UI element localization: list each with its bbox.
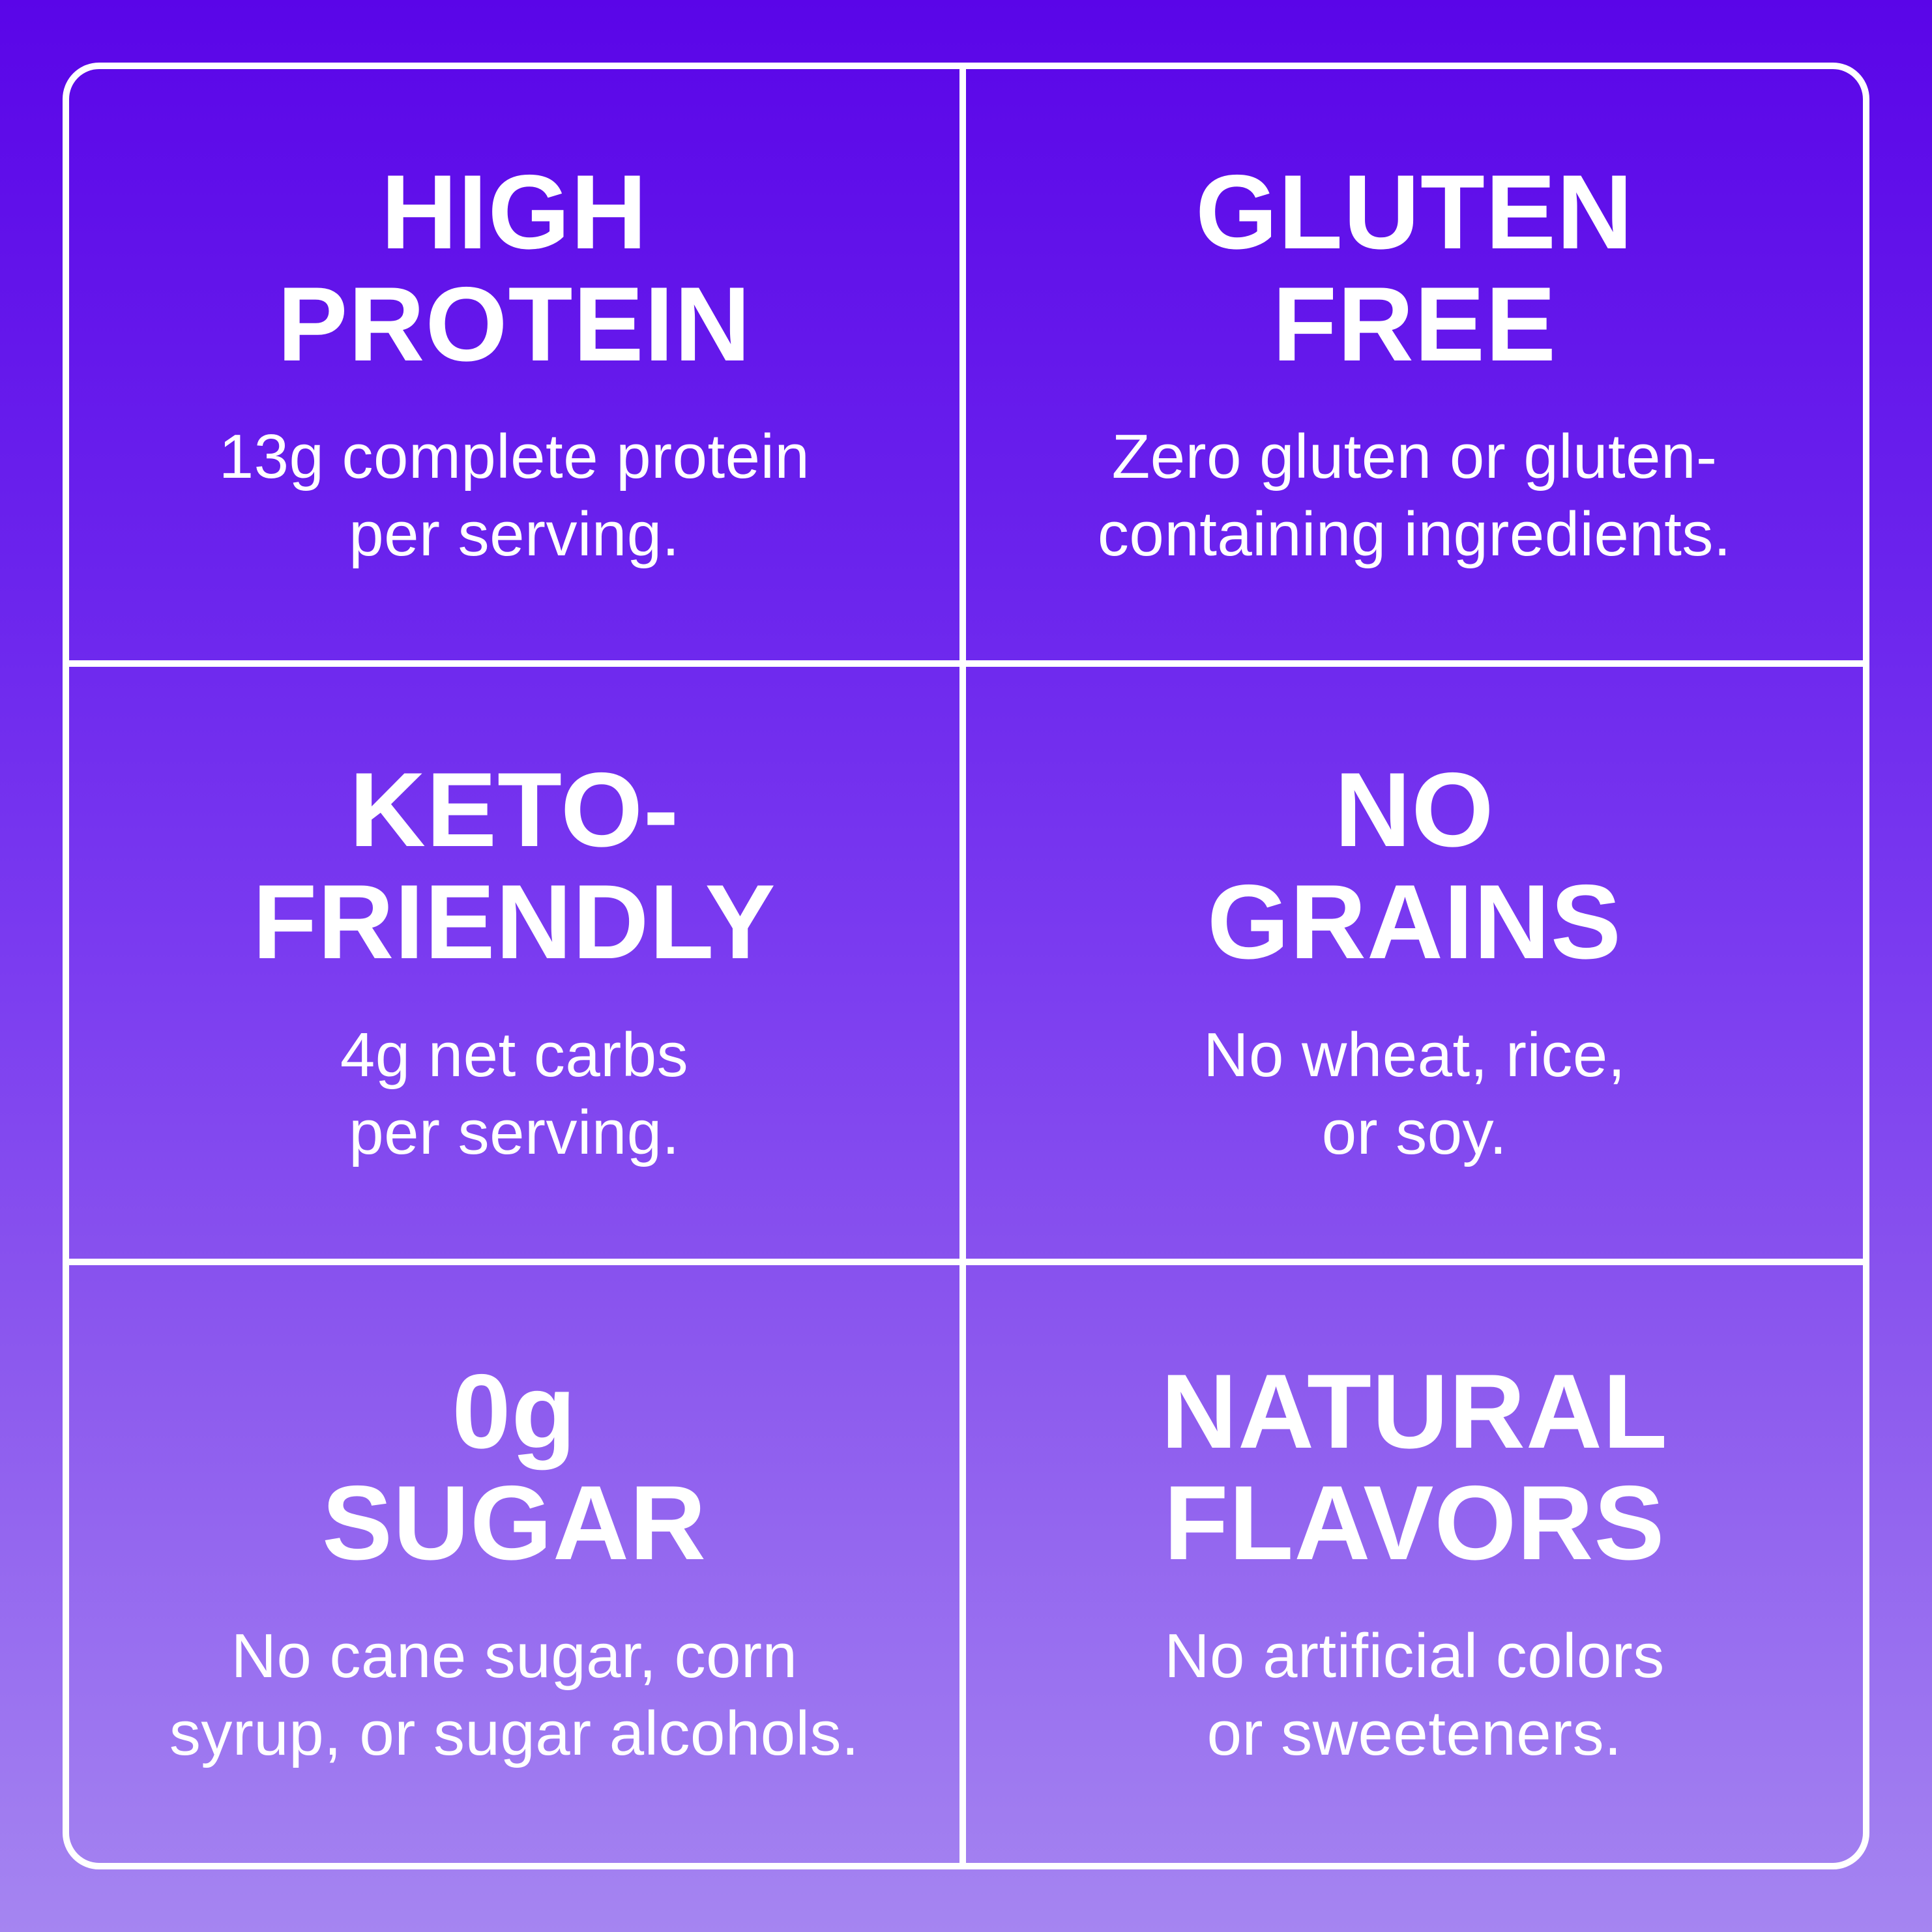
benefit-title-line: 0g [452, 1352, 577, 1471]
benefit-subtitle-line: or soy. [1321, 1097, 1508, 1167]
benefit-subtitle-line: No artificial colors [1164, 1621, 1665, 1691]
benefit-title: HIGH PROTEIN [277, 156, 751, 380]
benefit-subtitle-line: or sweeteners. [1207, 1699, 1622, 1769]
benefit-subtitle-line: 4g net carbs [340, 1019, 689, 1090]
benefit-subtitle: No wheat, rice, or soy. [1203, 1016, 1626, 1171]
benefit-title-line: NO [1334, 751, 1495, 870]
benefit-title-line: FREE [1272, 265, 1557, 383]
benefit-title-line: FLAVORS [1164, 1464, 1665, 1583]
benefit-cell-keto-friendly: KETO- FRIENDLY 4g net carbs per serving. [69, 667, 966, 1265]
benefits-grid: HIGH PROTEIN 13g complete protein per se… [63, 63, 1869, 1869]
benefit-subtitle: 4g net carbs per serving. [340, 1016, 688, 1171]
benefit-cell-high-protein: HIGH PROTEIN 13g complete protein per se… [69, 69, 966, 667]
benefit-title: GLUTEN FREE [1195, 156, 1633, 380]
benefit-subtitle-line: per serving. [349, 499, 680, 570]
benefit-subtitle: No artificial colors or sweeteners. [1164, 1617, 1665, 1772]
benefit-title-line: HIGH [381, 153, 648, 271]
benefit-title: KETO- FRIENDLY [252, 754, 776, 978]
benefit-cell-no-grains: NO GRAINS No wheat, rice, or soy. [966, 667, 1863, 1265]
benefit-title-line: PROTEIN [277, 265, 752, 383]
benefit-title: NO GRAINS [1207, 754, 1622, 978]
benefit-title: 0g SUGAR [321, 1352, 707, 1583]
benefit-subtitle-line: containing ingredients. [1097, 499, 1732, 570]
benefit-subtitle: 13g complete protein per serving. [219, 418, 810, 573]
benefit-subtitle-line: No cane sugar, corn [231, 1621, 798, 1691]
benefit-title: NATURAL FLAVORS [1161, 1352, 1668, 1583]
benefit-title-line: SUGAR [321, 1464, 707, 1583]
benefit-subtitle-line: per serving. [349, 1097, 680, 1167]
benefit-title-line: NATURAL [1161, 1352, 1668, 1471]
benefit-cell-0g-sugar: 0g SUGAR No cane sugar, corn syrup, or s… [69, 1265, 966, 1863]
benefit-cell-gluten-free: GLUTEN FREE Zero gluten or gluten- conta… [966, 69, 1863, 667]
benefit-cell-natural-flavors: NATURAL FLAVORS No artificial colors or … [966, 1265, 1863, 1863]
benefit-title-line: FRIENDLY [252, 862, 776, 981]
benefit-title-line: KETO- [349, 751, 679, 870]
benefit-subtitle-line: Zero gluten or gluten- [1111, 422, 1718, 492]
benefit-subtitle: No cane sugar, corn syrup, or sugar alco… [169, 1617, 859, 1772]
benefit-subtitle-line: syrup, or sugar alcohols. [169, 1699, 860, 1769]
benefit-subtitle-line: 13g complete protein [218, 422, 810, 492]
benefit-title-line: GLUTEN [1195, 153, 1633, 271]
benefit-title-line: GRAINS [1207, 862, 1622, 981]
benefit-subtitle: Zero gluten or gluten- containing ingred… [1098, 418, 1731, 573]
benefit-subtitle-line: No wheat, rice, [1203, 1019, 1626, 1090]
